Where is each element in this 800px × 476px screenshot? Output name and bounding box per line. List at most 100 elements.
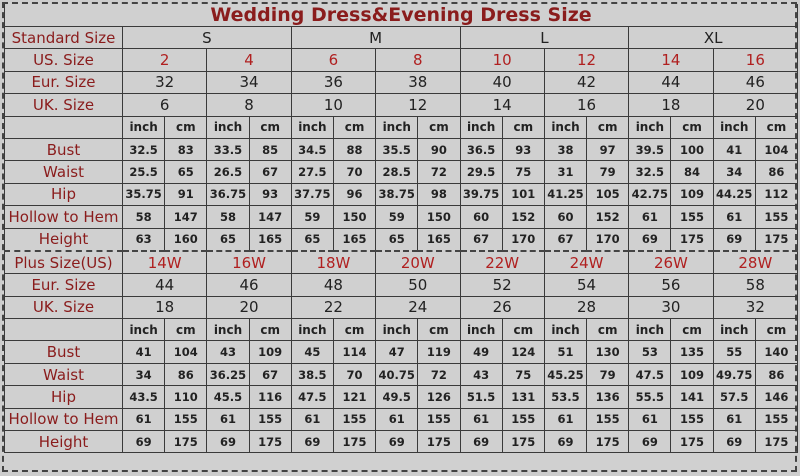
uk-size: 6 xyxy=(121,93,208,117)
measurement-label: Bust xyxy=(4,137,123,162)
measurement-value: 69 xyxy=(628,430,672,454)
measurement-value: 119 xyxy=(417,340,461,364)
measurement-value: 45 xyxy=(290,340,334,364)
standard-size: L xyxy=(459,25,630,50)
measurement-value: 34 xyxy=(712,160,756,184)
measurement-value: 58 xyxy=(121,205,166,229)
measurement-value: 55 xyxy=(712,340,756,364)
unit-cm: cm xyxy=(586,318,630,342)
measurement-value: 75 xyxy=(501,160,545,184)
eur-size: 54 xyxy=(543,273,630,297)
measurement-value: 147 xyxy=(164,205,208,229)
unit-row: inch cm inch cm inch cm inch cm inch cm inch cm inch… xyxy=(4,115,799,139)
unit-inch: inch xyxy=(290,318,334,342)
unit-cm: cm xyxy=(164,115,208,139)
unit-cm: cm xyxy=(501,115,545,139)
measurement-value: 155 xyxy=(670,205,714,229)
unit-cm: cm xyxy=(670,115,714,139)
measurement-value: 45.5 xyxy=(206,385,250,409)
us-size: 8 xyxy=(375,48,461,72)
unit-cm: cm xyxy=(417,318,461,342)
eur-size: 46 xyxy=(206,273,292,297)
measurement-label: Bust xyxy=(4,340,123,364)
unit-cm: cm xyxy=(670,318,714,342)
measurement-label: Height xyxy=(4,227,123,252)
eur-size: 52 xyxy=(459,273,545,297)
measurement-value: 141 xyxy=(670,385,714,409)
uk-size: 26 xyxy=(459,295,545,320)
measurement-value: 35.5 xyxy=(375,137,419,162)
measurement-value: 170 xyxy=(501,227,545,252)
size-table: Wedding Dress&Evening Dress Size Standard… xyxy=(3,4,799,454)
eur-size: 42 xyxy=(543,70,630,95)
unit-cm: cm xyxy=(332,115,377,139)
unit-inch: inch xyxy=(543,318,588,342)
measurement-value: 150 xyxy=(417,205,461,229)
measurement-value: 175 xyxy=(248,430,292,454)
plus-size: 26W xyxy=(628,249,714,275)
measurement-value: 75 xyxy=(501,362,545,387)
measurement-label: Hip xyxy=(4,182,123,207)
us-size: 16 xyxy=(712,48,799,72)
measurement-value: 86 xyxy=(754,362,799,387)
measurement-value: 34 xyxy=(121,362,166,387)
measurement-value: 155 xyxy=(164,407,208,432)
standard-size: XL xyxy=(628,25,799,50)
eur-size-row: Eur. Size 44 46 48 50 52 54 56 58 xyxy=(4,273,799,297)
chart-title: Wedding Dress&Evening Dress Size xyxy=(3,4,799,27)
unit-inch: inch xyxy=(206,318,250,342)
unit-cm: cm xyxy=(332,318,377,342)
measurement-value: 104 xyxy=(754,137,799,162)
measurement-value: 155 xyxy=(670,407,714,432)
measurement-value: 61 xyxy=(459,407,503,432)
measurement-value: 34.5 xyxy=(290,137,334,162)
measurement-value: 140 xyxy=(754,340,799,364)
measurement-value: 36.25 xyxy=(206,362,250,387)
unit-cm: cm xyxy=(248,318,292,342)
measurement-value: 79 xyxy=(586,160,630,184)
measurement-value: 45.25 xyxy=(543,362,588,387)
standard-size-row: Standard Size S M L XL xyxy=(4,25,799,50)
measurement-value: 79 xyxy=(586,362,630,387)
measurement-value: 114 xyxy=(332,340,377,364)
measurement-value: 101 xyxy=(501,182,545,207)
measurement-value: 155 xyxy=(754,205,799,229)
measurement-value: 67 xyxy=(248,362,292,387)
measurement-value: 41 xyxy=(712,137,756,162)
measurement-value: 36.5 xyxy=(459,137,503,162)
measurement-value: 93 xyxy=(248,182,292,207)
measurement-value: 69 xyxy=(543,430,588,454)
us-size: 14 xyxy=(628,48,714,72)
measurement-value: 63 xyxy=(121,227,166,252)
measurement-value: 44.25 xyxy=(712,182,756,207)
measurement-row: Waist 34 86 36.25 67 38.5 70 40.75 72 43 75 45.25 79… xyxy=(4,362,799,387)
measurement-value: 150 xyxy=(332,205,377,229)
plus-size-row: Plus Size(US) 14W 16W 18W 20W 22W 24W 26W 28W xyxy=(4,249,799,275)
measurement-value: 112 xyxy=(754,182,799,207)
uk-size: 16 xyxy=(543,93,630,117)
measurement-value: 170 xyxy=(586,227,630,252)
measurement-value: 155 xyxy=(501,407,545,432)
unit-cm: cm xyxy=(248,115,292,139)
measurement-value: 31 xyxy=(543,160,588,184)
plus-size: 28W xyxy=(712,249,799,275)
measurement-value: 90 xyxy=(417,137,461,162)
measurement-value: 59 xyxy=(375,205,419,229)
row-label: Eur. Size xyxy=(4,273,123,297)
measurement-value: 60 xyxy=(459,205,503,229)
title-row: Wedding Dress&Evening Dress Size xyxy=(3,4,799,27)
uk-size: 18 xyxy=(121,295,208,320)
measurement-value: 69 xyxy=(206,430,250,454)
measurement-value: 39.5 xyxy=(628,137,672,162)
row-label-empty xyxy=(4,318,123,342)
unit-cm: cm xyxy=(501,318,545,342)
measurement-value: 104 xyxy=(164,340,208,364)
measurement-value: 175 xyxy=(586,430,630,454)
unit-inch: inch xyxy=(121,318,166,342)
us-size-row: US. Size 2 4 6 8 10 12 14 16 xyxy=(4,48,799,72)
measurement-label: Height xyxy=(4,430,123,454)
measurement-value: 39.75 xyxy=(459,182,503,207)
measurement-value: 175 xyxy=(417,430,461,454)
measurement-value: 93 xyxy=(501,137,545,162)
measurement-value: 42.75 xyxy=(628,182,672,207)
